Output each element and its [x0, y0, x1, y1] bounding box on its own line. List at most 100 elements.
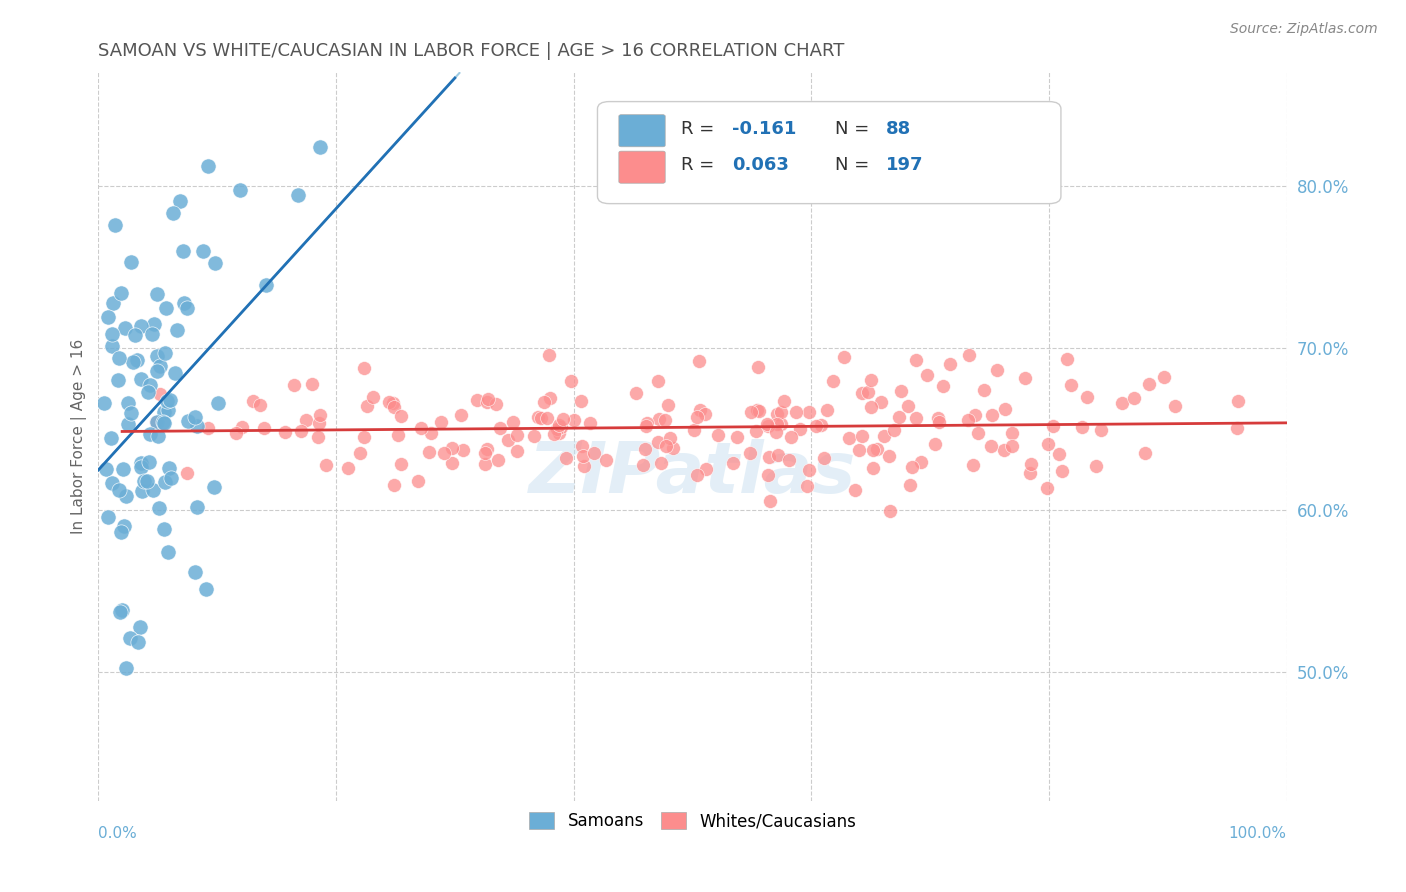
- Point: [440, 456, 463, 470]
- Point: [177, 414, 200, 428]
- Point: [778, 452, 800, 467]
- Point: [94, 462, 117, 476]
- Point: [382, 396, 405, 410]
- Point: [1090, 423, 1112, 437]
- Point: [1014, 370, 1036, 384]
- Point: [647, 375, 669, 389]
- Point: [111, 461, 134, 475]
- Point: [114, 321, 136, 335]
- Point: [758, 494, 780, 508]
- Point: [526, 410, 548, 425]
- Y-axis label: In Labor Force | Age > 16: In Labor Force | Age > 16: [72, 339, 87, 534]
- FancyBboxPatch shape: [619, 151, 665, 183]
- Point: [93, 395, 115, 409]
- Point: [815, 403, 838, 417]
- Point: [789, 422, 811, 436]
- Point: [779, 430, 801, 444]
- Point: [101, 327, 124, 342]
- Point: [932, 379, 955, 393]
- Point: [440, 441, 463, 455]
- Text: 0.0%: 0.0%: [98, 826, 138, 841]
- Point: [1001, 439, 1024, 453]
- Point: [475, 442, 498, 457]
- Point: [838, 431, 860, 445]
- Point: [120, 255, 142, 269]
- Point: [648, 412, 671, 426]
- Point: [785, 405, 807, 419]
- Point: [796, 479, 818, 493]
- Point: [657, 398, 679, 412]
- Point: [924, 437, 946, 451]
- Point: [862, 443, 884, 458]
- Point: [159, 393, 181, 408]
- Point: [101, 339, 124, 353]
- Point: [685, 410, 707, 425]
- Point: [100, 431, 122, 445]
- Point: [1042, 418, 1064, 433]
- Text: -0.161: -0.161: [731, 120, 796, 137]
- Point: [489, 421, 512, 435]
- Point: [104, 218, 127, 232]
- Point: [430, 415, 453, 429]
- Point: [418, 444, 440, 458]
- Point: [636, 417, 658, 431]
- Point: [685, 467, 707, 482]
- Point: [110, 606, 132, 620]
- Point: [139, 426, 162, 441]
- Point: [195, 582, 218, 597]
- Point: [100, 475, 122, 490]
- Point: [848, 442, 870, 457]
- Point: [115, 661, 138, 675]
- Text: SAMOAN VS WHITE/CAUCASIAN IN LABOR FORCE | AGE > 16 CORRELATION CHART: SAMOAN VS WHITE/CAUCASIAN IN LABOR FORCE…: [98, 42, 845, 60]
- Point: [994, 402, 1017, 417]
- Point: [349, 446, 371, 460]
- Point: [363, 390, 385, 404]
- Point: [1111, 396, 1133, 410]
- Point: [308, 408, 330, 422]
- Point: [136, 475, 159, 489]
- Point: [141, 326, 163, 341]
- Point: [738, 445, 761, 459]
- Point: [146, 415, 169, 429]
- Point: [249, 398, 271, 412]
- Point: [353, 360, 375, 375]
- Text: N =: N =: [835, 120, 875, 137]
- Point: [740, 405, 762, 419]
- Point: [869, 394, 891, 409]
- Point: [844, 483, 866, 497]
- Point: [859, 400, 882, 414]
- Point: [745, 402, 768, 417]
- Point: [108, 483, 131, 498]
- Point: [765, 425, 787, 440]
- Point: [121, 355, 143, 369]
- Point: [973, 383, 995, 397]
- Point: [186, 419, 208, 434]
- Point: [204, 255, 226, 269]
- Point: [859, 373, 882, 387]
- Point: [554, 451, 576, 466]
- Point: [169, 194, 191, 209]
- Point: [156, 394, 179, 409]
- Point: [756, 418, 779, 433]
- Point: [129, 459, 152, 474]
- Point: [634, 419, 657, 434]
- Point: [551, 411, 574, 425]
- Point: [477, 392, 499, 406]
- Point: [197, 421, 219, 435]
- Point: [202, 480, 225, 494]
- Point: [382, 400, 405, 414]
- Point: [120, 405, 142, 419]
- Point: [823, 374, 845, 388]
- Point: [905, 352, 928, 367]
- Point: [475, 395, 498, 409]
- Point: [683, 424, 706, 438]
- Point: [157, 545, 180, 559]
- Point: [157, 460, 180, 475]
- Point: [1085, 458, 1108, 473]
- Point: [1001, 425, 1024, 440]
- Point: [1050, 463, 1073, 477]
- Point: [1036, 437, 1059, 451]
- Point: [810, 418, 832, 433]
- Point: [1153, 370, 1175, 384]
- Text: 100.0%: 100.0%: [1229, 826, 1286, 841]
